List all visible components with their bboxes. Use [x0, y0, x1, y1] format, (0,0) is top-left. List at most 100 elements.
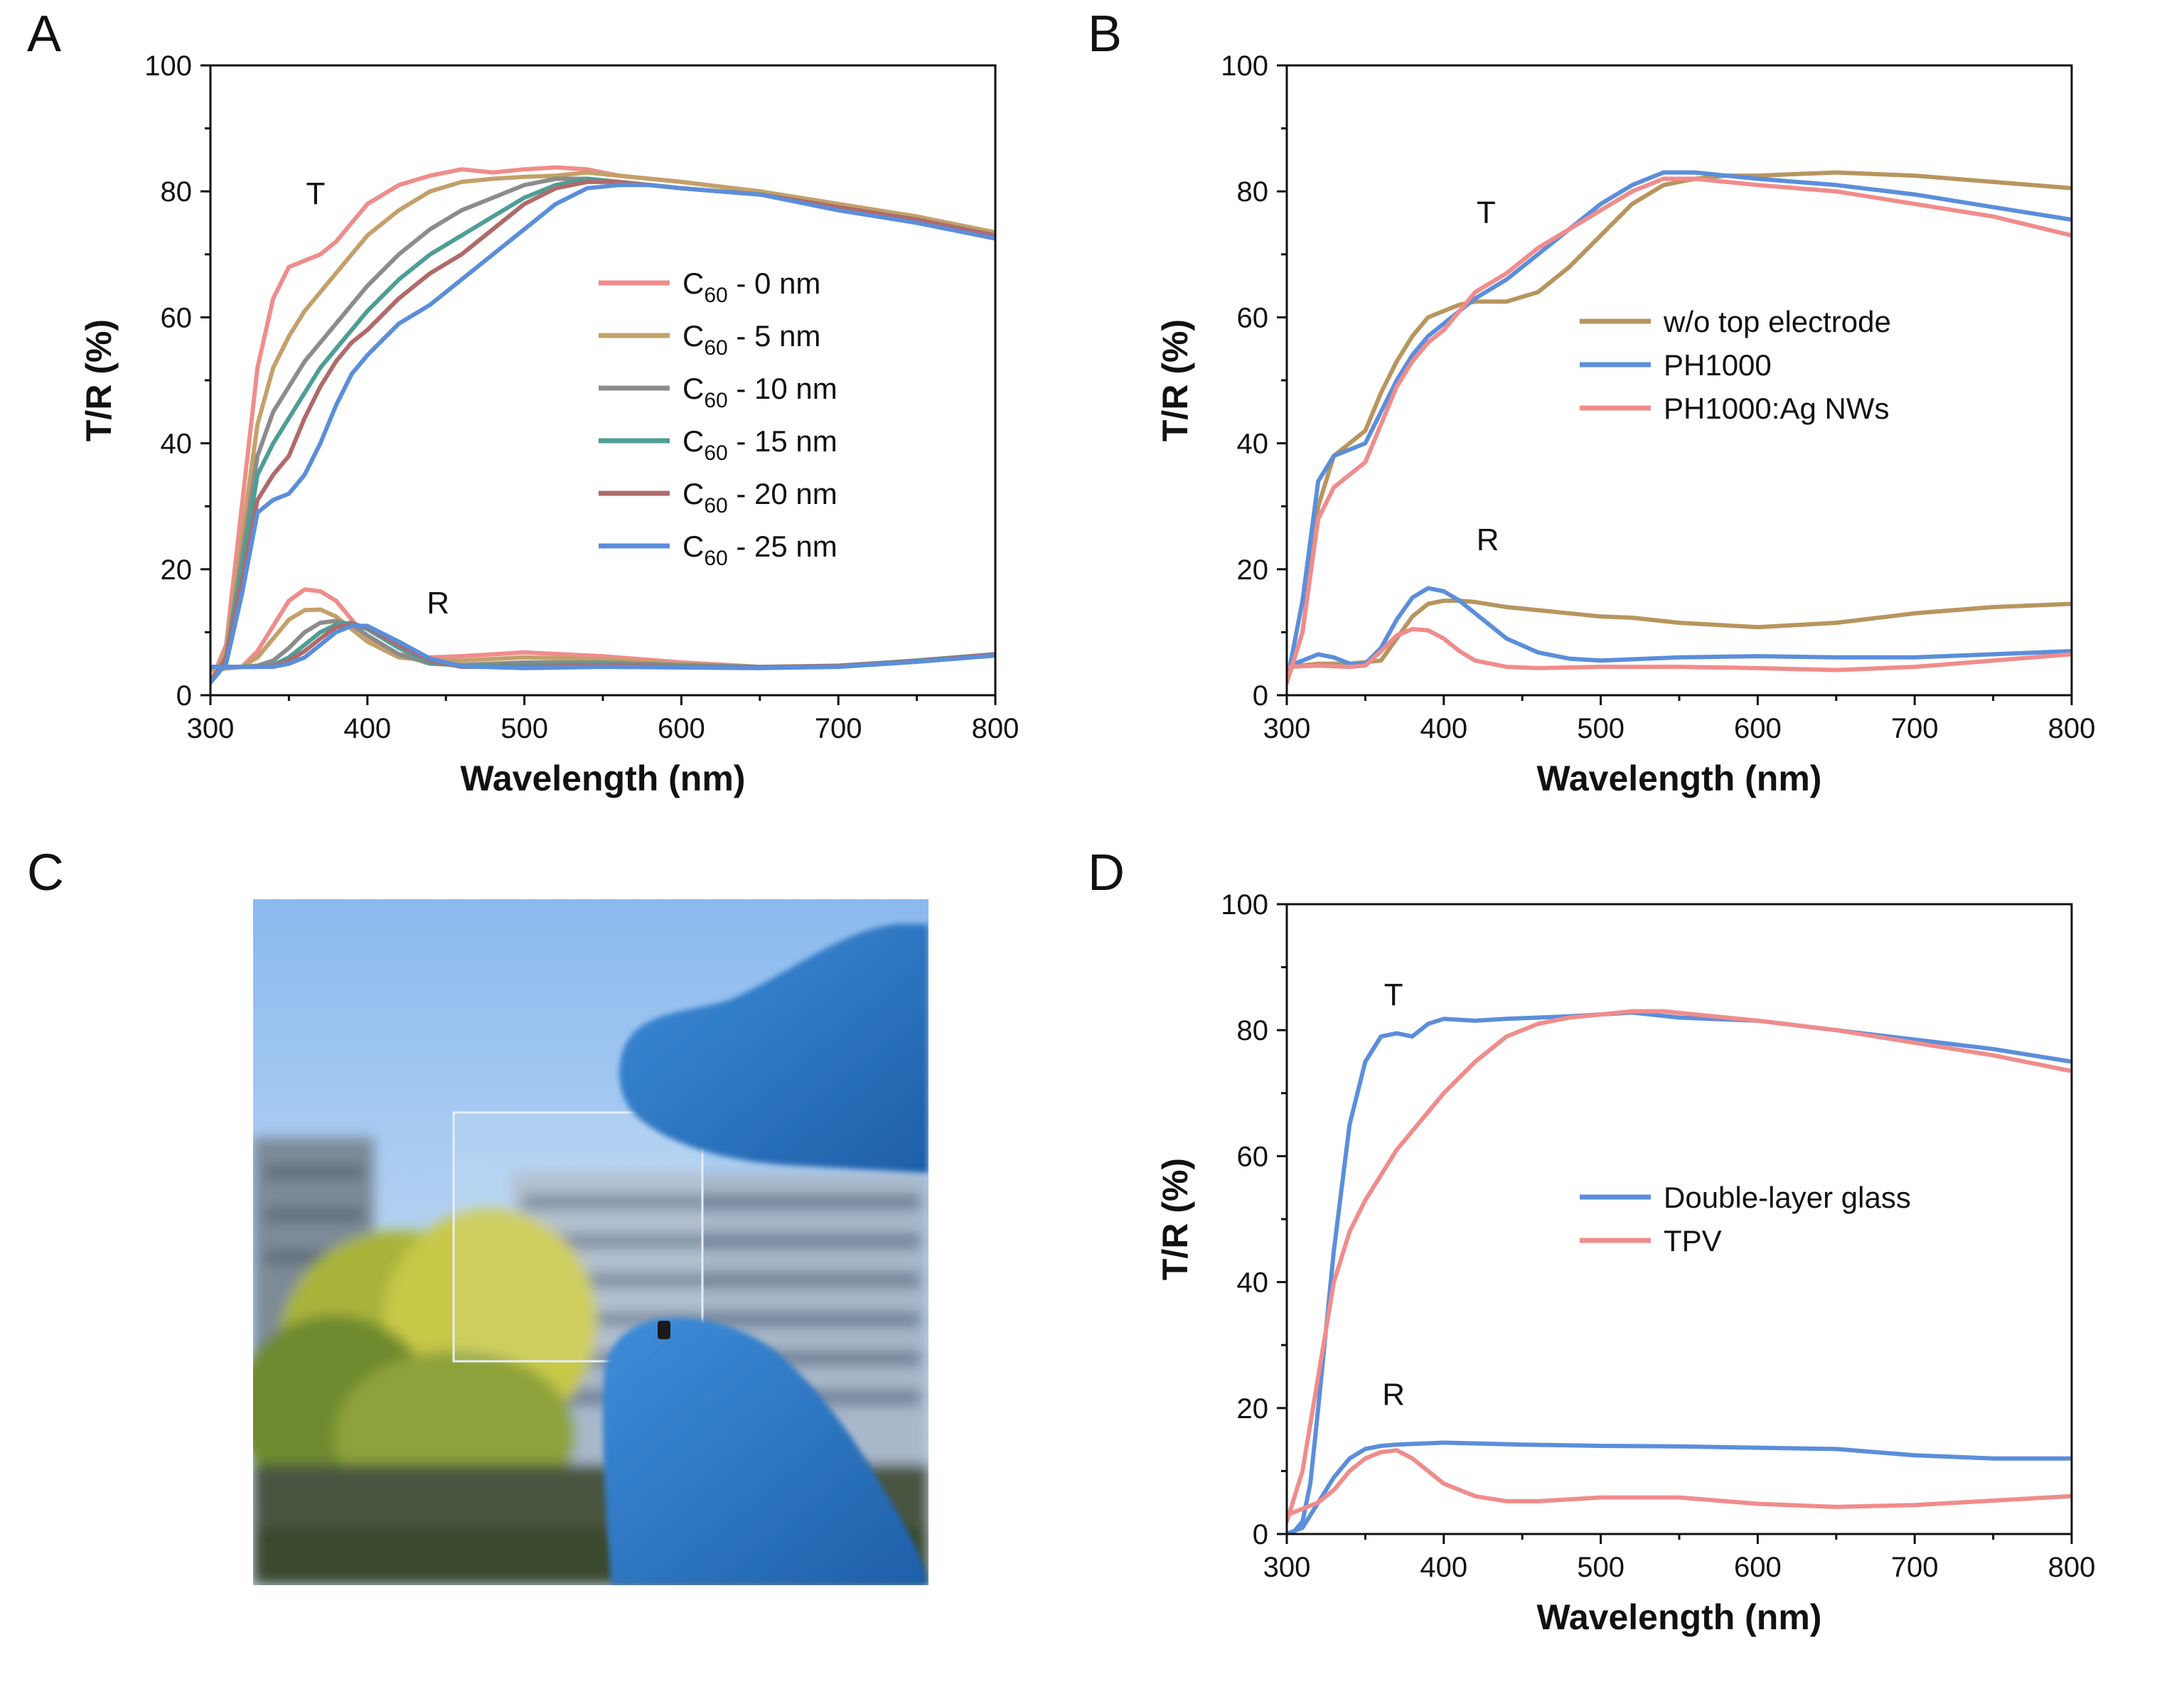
annotation-r: R	[1477, 522, 1499, 557]
chart-panel-d: 300 400 500 600 700 800 0 20 40 60 80 100 Wavelength…	[1155, 889, 2095, 1637]
glove-upper-finger	[619, 924, 928, 1173]
y-axis-title: T/R (%)	[1155, 319, 1195, 441]
panel-letter-c: C	[27, 844, 64, 901]
y-tick-label: 20	[1237, 1393, 1269, 1425]
series-lines	[1287, 170, 2072, 685]
legend-label-main: C	[682, 530, 704, 563]
y-tick-label: 20	[161, 554, 193, 586]
series-line-b-1-r	[1287, 586, 2072, 670]
legend-label-subscript: 60	[704, 441, 727, 465]
annotation-r: R	[1382, 1377, 1405, 1412]
legend-label-subscript: 60	[704, 494, 727, 517]
series-line-d-1-r	[1287, 1448, 2072, 1518]
y-tick-label: 60	[161, 302, 193, 333]
y-tick-label: 100	[1221, 889, 1268, 921]
series-line-b-2-r	[1287, 627, 2072, 672]
x-tick-label: 500	[500, 713, 548, 744]
panel-letter-d: D	[1088, 844, 1125, 901]
x-tick-label: 800	[972, 713, 1019, 744]
x-tick-label: 400	[1420, 713, 1467, 744]
y-tick-label: 0	[1253, 680, 1268, 712]
x-tick-label: 600	[1734, 1552, 1782, 1583]
y-tick-label: 60	[1237, 302, 1269, 333]
series-line-b-0-r	[1287, 599, 2072, 670]
legend-label-suffix: - 5 nm	[728, 319, 821, 353]
legend-label: Double-layer glass	[1664, 1181, 1911, 1214]
annotation-t: T	[306, 176, 325, 211]
x-tick-label: 800	[2048, 713, 2096, 744]
panel-letter-a: A	[27, 6, 61, 63]
legend-label: C60 - 15 nm	[682, 424, 837, 465]
legend-label: C60 - 0 nm	[682, 267, 820, 307]
series-line-a-1-t	[210, 170, 995, 685]
y-tick-label: 80	[1237, 1015, 1269, 1046]
annotation-t: T	[1384, 977, 1403, 1012]
y-tick-label: 40	[161, 429, 193, 460]
x-tick-label: 700	[1891, 1552, 1939, 1583]
x-tick-label: 700	[1891, 713, 1939, 744]
x-tick-label: 400	[343, 713, 391, 744]
y-tick-label: 0	[176, 680, 192, 712]
series-line-d-1-t	[1287, 1009, 2072, 1524]
x-tick-label: 300	[1263, 713, 1311, 744]
series-line-d-0-r	[1287, 1440, 2072, 1534]
x-tick-label: 300	[1263, 1552, 1311, 1583]
legend-label-main: C	[682, 267, 704, 300]
series-line-b-1-t	[1287, 170, 2072, 685]
glove-lower-finger	[603, 1317, 928, 1585]
x-tick-label: 600	[1734, 713, 1782, 744]
legend-label-subscript: 60	[704, 284, 727, 307]
legend-label-main: C	[682, 477, 704, 510]
legend-label-subscript: 60	[704, 547, 727, 570]
legend-label-suffix: - 20 nm	[728, 477, 837, 510]
legend: Double-layer glass TPV	[1580, 1181, 1911, 1257]
annotation-t: T	[1477, 195, 1496, 230]
y-tick-label: 80	[161, 176, 193, 208]
legend-label: w/o top electrode	[1663, 305, 1891, 338]
series-lines	[210, 165, 995, 685]
legend-label-suffix: - 10 nm	[728, 372, 837, 405]
legend-label: TPV	[1664, 1224, 1722, 1257]
y-tick-label: 100	[144, 50, 192, 82]
legend-label-main: C	[682, 372, 704, 405]
legend-label: C60 - 20 nm	[682, 477, 837, 517]
x-tick-label: 300	[187, 713, 235, 744]
legend-label: C60 - 25 nm	[682, 530, 837, 570]
y-tick-label: 40	[1237, 429, 1269, 460]
y-tick-label: 40	[1237, 1267, 1269, 1299]
y-axis-title: T/R (%)	[79, 319, 119, 441]
y-tick-label: 20	[1237, 554, 1269, 586]
chart-panel-a: 300 400 500 600 700 800 0 20 40 60 80 100 Wavelength…	[79, 50, 1019, 798]
x-axis-title: Wavelength (nm)	[461, 758, 746, 798]
series-lines	[1287, 1009, 2072, 1534]
x-tick-label: 800	[2048, 1552, 2096, 1583]
legend: w/o top electrode PH1000 PH1000:Ag NWs	[1580, 305, 1891, 425]
device-electrode-clip	[658, 1321, 670, 1339]
panel-letter-b: B	[1088, 6, 1122, 63]
legend-label: PH1000:Ag NWs	[1664, 392, 1889, 425]
legend-label-suffix: - 25 nm	[728, 530, 837, 563]
y-tick-label: 100	[1221, 50, 1268, 82]
y-tick-label: 60	[1237, 1141, 1269, 1172]
legend-label-main: C	[682, 424, 704, 458]
x-axis-title: Wavelength (nm)	[1537, 1597, 1822, 1637]
x-tick-label: 500	[1577, 1552, 1624, 1583]
x-tick-label: 500	[1577, 713, 1624, 744]
series-line-b-0-t	[1287, 170, 2072, 685]
x-axis-title: Wavelength (nm)	[1537, 758, 1822, 798]
chart-panel-b: 300 400 500 600 700 800 0 20 40 60 80 100 Wavelength…	[1155, 50, 2095, 798]
legend-label-subscript: 60	[704, 336, 727, 360]
legend-label-main: C	[682, 319, 704, 353]
series-line-a-5-t	[210, 183, 995, 685]
y-tick-label: 80	[1237, 176, 1269, 208]
y-axis-title: T/R (%)	[1155, 1158, 1195, 1280]
legend-label-subscript: 60	[704, 389, 727, 412]
x-tick-label: 400	[1420, 1552, 1467, 1583]
legend-label-suffix: - 0 nm	[728, 267, 821, 300]
legend-label: PH1000	[1664, 348, 1772, 382]
legend-label-suffix: - 15 nm	[728, 424, 837, 458]
legend-label: C60 - 10 nm	[682, 372, 837, 412]
y-tick-label: 0	[1253, 1519, 1268, 1550]
